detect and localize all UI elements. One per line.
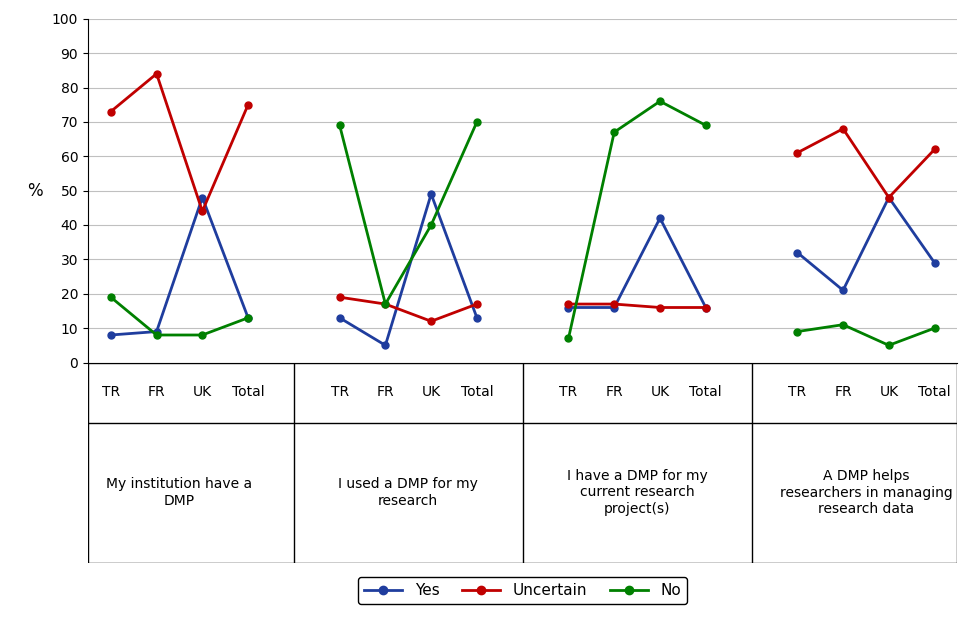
Text: FR: FR xyxy=(148,386,165,399)
Text: UK: UK xyxy=(651,386,669,399)
Text: Total: Total xyxy=(690,386,722,399)
Text: UK: UK xyxy=(879,386,899,399)
Y-axis label: %: % xyxy=(27,182,43,199)
Text: TR: TR xyxy=(330,386,349,399)
Text: FR: FR xyxy=(376,386,394,399)
Text: TR: TR xyxy=(788,386,806,399)
Text: Total: Total xyxy=(460,386,493,399)
Legend: Yes, Uncertain, No: Yes, Uncertain, No xyxy=(358,577,688,604)
Text: Total: Total xyxy=(918,386,951,399)
Text: TR: TR xyxy=(560,386,577,399)
Text: UK: UK xyxy=(192,386,212,399)
Text: My institution have a
DMP: My institution have a DMP xyxy=(106,478,252,508)
Text: I used a DMP for my
research: I used a DMP for my research xyxy=(338,478,478,508)
Text: TR: TR xyxy=(102,386,120,399)
Text: FR: FR xyxy=(606,386,623,399)
Text: I have a DMP for my
current research
project(s): I have a DMP for my current research pro… xyxy=(567,469,707,516)
Text: UK: UK xyxy=(422,386,441,399)
Text: FR: FR xyxy=(834,386,852,399)
Text: A DMP helps
researchers in managing
research data: A DMP helps researchers in managing rese… xyxy=(780,469,953,516)
Text: Total: Total xyxy=(232,386,265,399)
